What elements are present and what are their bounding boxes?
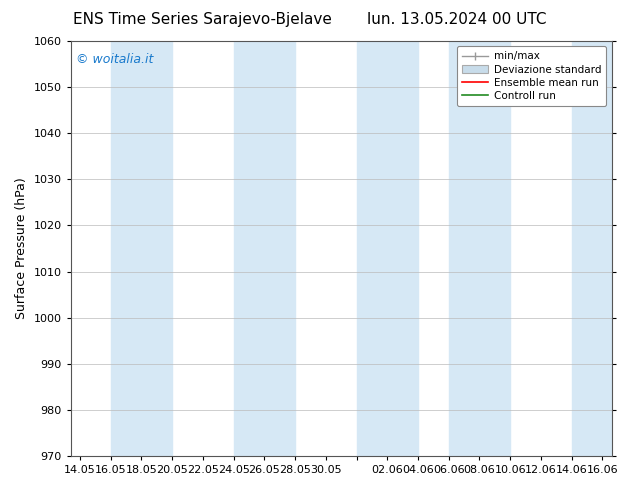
- Bar: [572, 41, 633, 456]
- Y-axis label: Surface Pressure (hPa): Surface Pressure (hPa): [15, 178, 28, 319]
- Bar: [233, 41, 295, 456]
- Text: lun. 13.05.2024 00 UTC: lun. 13.05.2024 00 UTC: [366, 12, 547, 27]
- Bar: [356, 41, 418, 456]
- Legend: min/max, Deviazione standard, Ensemble mean run, Controll run: min/max, Deviazione standard, Ensemble m…: [457, 46, 606, 106]
- Text: ENS Time Series Sarajevo-Bjelave: ENS Time Series Sarajevo-Bjelave: [74, 12, 332, 27]
- Bar: [449, 41, 510, 456]
- Bar: [111, 41, 172, 456]
- Text: © woitalia.it: © woitalia.it: [76, 53, 153, 67]
